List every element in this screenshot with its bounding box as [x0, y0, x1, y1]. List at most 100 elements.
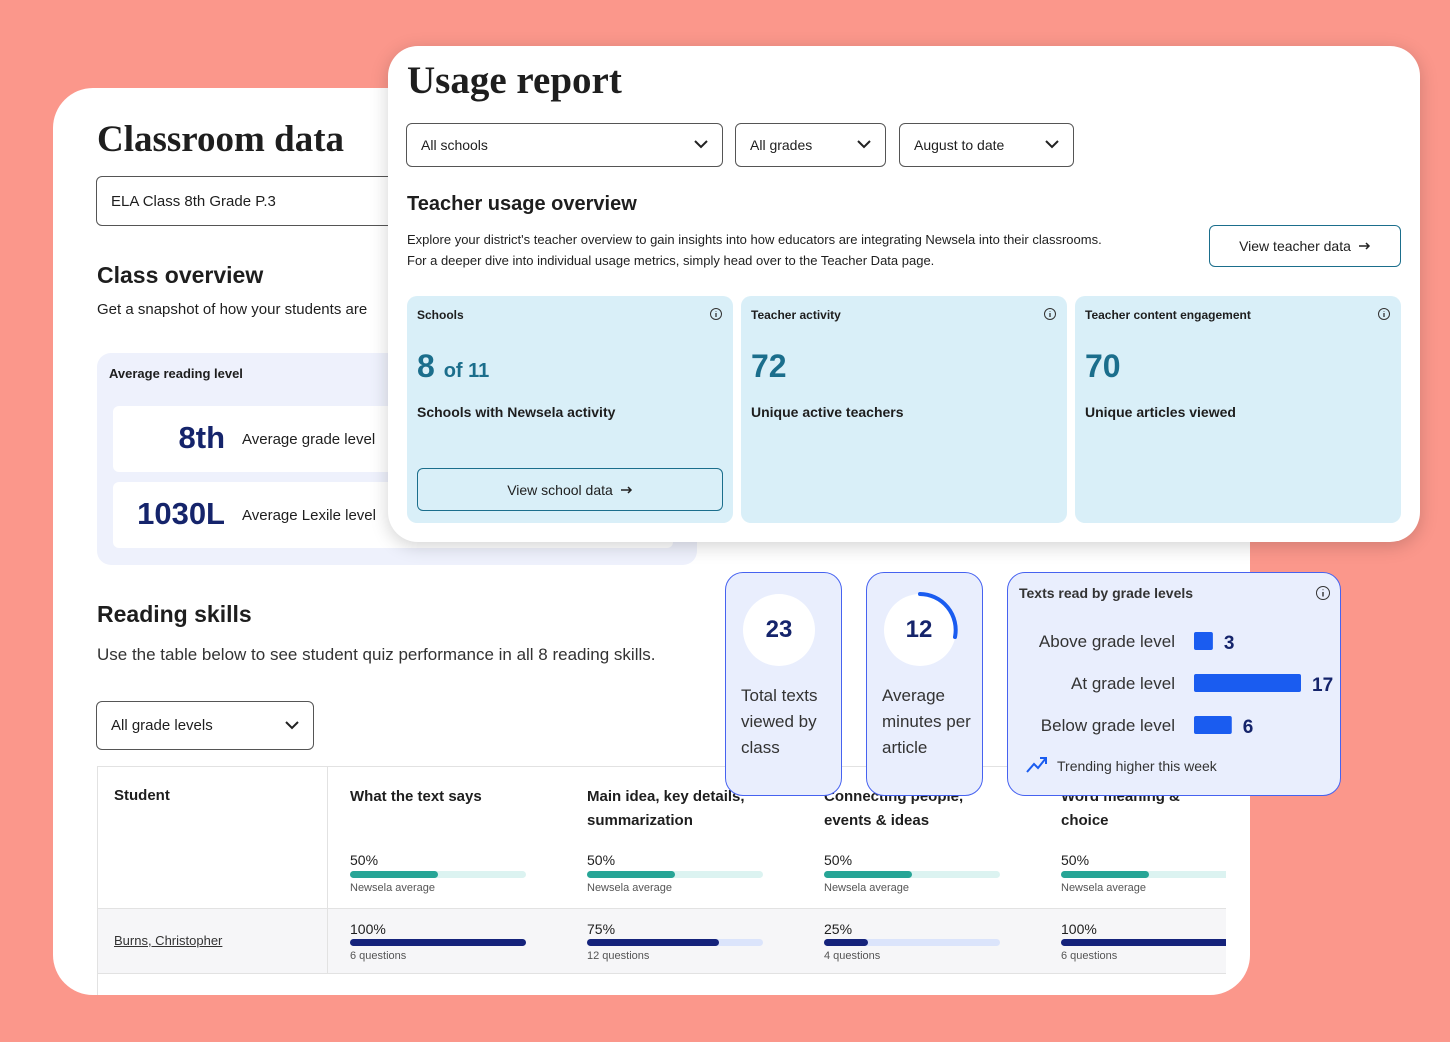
- stat-card: Teacher activity 72 Unique active teache…: [741, 296, 1067, 523]
- value-label: 17: [1312, 675, 1333, 696]
- texts-viewed-value: 23: [743, 594, 815, 666]
- trend-icon: [1026, 757, 1047, 773]
- chevron: [1045, 140, 1059, 149]
- arrow-icon: [620, 485, 632, 494]
- info-icon[interactable]: [709, 307, 723, 321]
- grade-filter[interactable]: All grade levels: [96, 701, 314, 750]
- stat-card: Schools 8 of 11 Schools with Newsela act…: [407, 296, 733, 523]
- texts-viewed-label: Total texts viewed by class: [741, 686, 818, 757]
- progress-bar: [350, 871, 438, 878]
- stat-number: 8: [417, 348, 435, 384]
- progress-bar: [1061, 871, 1149, 878]
- progress-bar: [1061, 938, 1226, 946]
- usage-title: Usage report: [407, 59, 622, 102]
- classroom-title: Classroom data: [97, 119, 345, 160]
- teacher-overview-desc: Explore your district's teacher overview…: [407, 229, 1102, 271]
- minutes-ring: [884, 592, 958, 666]
- minutes-label: Average minutes per article: [882, 686, 971, 757]
- texts-viewed-card: 23 Total texts viewed by class: [725, 572, 842, 796]
- skills-title: Reading skills: [97, 601, 252, 627]
- chevron: [694, 140, 708, 149]
- progress-track: [824, 871, 1000, 878]
- filter-select[interactable]: All grades: [735, 123, 886, 167]
- grade-levels-card: Texts read by grade levels Above grade l…: [1007, 572, 1341, 796]
- skill-title: What the text says: [350, 788, 482, 805]
- teacher-overview-title: Teacher usage overview: [407, 193, 637, 215]
- desc-line: For a deeper dive into individual usage …: [407, 253, 935, 268]
- filter-text: All grades: [750, 137, 813, 153]
- progress-bar: [587, 871, 675, 878]
- student-row: Burns, Christopher 100% 6 questions 75% 12 q…: [98, 908, 1226, 974]
- average-label: 50%: [824, 852, 853, 868]
- progress-track: [1061, 938, 1226, 946]
- view-school-button[interactable]: View school data: [417, 468, 723, 511]
- progress-bar: [824, 871, 912, 878]
- question-count: 6 questions: [350, 949, 407, 962]
- average-caption: Newsela average: [824, 882, 909, 894]
- progress-bar: [587, 938, 719, 946]
- info-icon[interactable]: [1377, 307, 1391, 321]
- progress-track: [350, 938, 526, 946]
- minutes-value: 12: [905, 616, 933, 643]
- filter-text: All schools: [421, 137, 488, 153]
- question-count: 4 questions: [824, 949, 881, 962]
- minutes-card: 12 Average minutes per article: [866, 572, 983, 796]
- student-cell: Burns, Christopher: [98, 908, 328, 974]
- grade-levels-chart: Above grade level 3 At grade level 17 Below …: [1039, 632, 1333, 738]
- chevron: [285, 720, 299, 729]
- reading-level-value: 1030L: [137, 496, 225, 531]
- question-count: 12 questions: [587, 949, 650, 962]
- score-cell: 75% 12 questions: [565, 908, 802, 974]
- average-caption: Newsela average: [587, 882, 672, 894]
- average-label: 50%: [1061, 852, 1090, 868]
- score-cell: 100% 6 questions: [1039, 908, 1226, 974]
- stat-number: 70: [1085, 348, 1121, 384]
- reading-level-label: Average grade level: [242, 431, 376, 448]
- skills-table: Student What the text says 50% Newsela aver…: [97, 766, 1226, 995]
- class-select[interactable]: ELA Class 8th Grade P.3: [96, 176, 416, 226]
- stat-subtitle: Unique articles viewed: [1085, 404, 1236, 420]
- button-text: View school data: [507, 481, 613, 498]
- view-teacher-button[interactable]: View teacher data: [1209, 225, 1401, 267]
- bar: [1194, 674, 1301, 692]
- category-label: At grade level: [1071, 674, 1175, 693]
- filter-select[interactable]: August to date: [899, 123, 1074, 167]
- reading-level-title: Average reading level: [109, 366, 243, 381]
- progress-bar: [824, 938, 868, 946]
- bar: [1194, 716, 1232, 734]
- category-label: Above grade level: [1039, 632, 1175, 651]
- chevron: [857, 140, 871, 149]
- score-label: 100%: [1061, 920, 1097, 937]
- score-cell: 100% 6 questions: [327, 908, 565, 974]
- stat-title: Teacher activity: [751, 308, 841, 322]
- progress-bar: [350, 938, 526, 946]
- stat-number: 72: [751, 348, 787, 384]
- filter-select[interactable]: All schools: [406, 123, 723, 167]
- desc-line: Explore your district's teacher overview…: [407, 232, 1102, 247]
- reading-level-value: 8th: [178, 420, 226, 455]
- trend-text: Trending higher this week: [1057, 758, 1217, 774]
- score-cell: 25% 4 questions: [802, 908, 1039, 974]
- progress-track: [350, 871, 526, 878]
- overview-title: Class overview: [97, 262, 264, 288]
- value-label: 3: [1224, 633, 1235, 654]
- student-name[interactable]: Burns, Christopher: [114, 933, 223, 948]
- info-icon[interactable]: [1315, 585, 1331, 601]
- progress-track: [1061, 871, 1226, 878]
- reading-level-label: Average Lexile level: [242, 507, 376, 524]
- skill-header: What the text says 50% Newsela average: [327, 766, 565, 909]
- stat-card: Teacher content engagement 70 Unique art…: [1075, 296, 1401, 523]
- info-icon[interactable]: [1043, 307, 1057, 321]
- score-label: 25%: [824, 920, 853, 937]
- grade-filter-text: All grade levels: [111, 717, 213, 734]
- student-header: Student: [98, 766, 328, 909]
- average-caption: Newsela average: [1061, 882, 1146, 894]
- progress-track: [587, 871, 763, 878]
- stat-subtitle: Unique active teachers: [751, 404, 904, 420]
- score-label: 100%: [350, 920, 386, 937]
- skills-desc: Use the table below to see student quiz …: [97, 645, 656, 664]
- progress-track: [587, 938, 763, 946]
- stat-value: 8 of 11: [417, 348, 489, 385]
- button-text: View teacher data: [1239, 238, 1351, 254]
